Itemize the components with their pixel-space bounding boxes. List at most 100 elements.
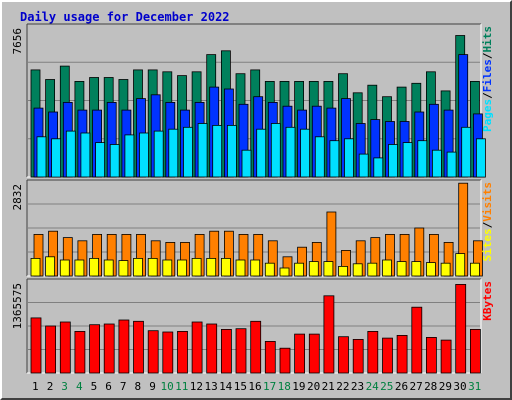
bar-pages-day-12 [197, 123, 208, 178]
x-axis-labels: 1 2 3 4 5 6 7 8 9 10 11 12 13 14 15 16 17 18 19 20 21 22 23 24 2… [32, 380, 481, 393]
bar-kbytes-day-4 [74, 330, 86, 374]
x-tick-label-day-24: 24 [366, 380, 380, 393]
bar-kbytes-day-5 [89, 324, 100, 374]
bar-pages-day-8 [139, 132, 149, 178]
bar-pages-day-21 [329, 140, 340, 178]
bar-kbytes-day-12 [191, 321, 203, 374]
x-tick-label-day-4: 4 [76, 380, 83, 393]
bar-sites-day-24 [367, 262, 378, 277]
bar-sites-day-31 [469, 262, 480, 277]
x-tick-label-day-16: 16 [248, 380, 261, 393]
legend-label-kbytes: KBytes [481, 281, 494, 321]
bar-pages-day-11 [183, 126, 193, 178]
legend-pages-files-hits: Pages/Files/Hits [481, 26, 494, 132]
legend-visits-sites: Sites/Visits [481, 182, 494, 262]
legend-separator: / [481, 92, 494, 99]
x-tick-label-day-14: 14 [219, 380, 233, 393]
bar-sites-day-8 [133, 257, 143, 277]
x-tick-label-day-26: 26 [395, 380, 408, 393]
bar-pages-day-26 [402, 142, 413, 178]
y-max-label: 7656 [11, 28, 24, 55]
legend-separator: / [481, 52, 494, 59]
bar-kbytes-day-18 [279, 347, 291, 374]
bar-kbytes-day-6 [103, 323, 115, 374]
bar-sites-day-12 [191, 257, 202, 277]
bar-pages-day-25 [388, 144, 398, 178]
bar-kbytes-day-25 [382, 337, 393, 374]
bar-kbytes-day-28 [425, 336, 437, 374]
bar-sites-day-7 [118, 260, 129, 277]
bar-sites-day-14 [220, 257, 231, 277]
bar-kbytes-day-2 [45, 325, 56, 374]
bar-pages-day-4 [80, 132, 91, 178]
bar-sites-day-23 [352, 263, 363, 277]
panel-visits-sites: 2832 Sites/Visits [11, 179, 494, 277]
bar-kbytes-day-20 [308, 333, 320, 374]
bar-kbytes-day-27 [411, 306, 423, 374]
x-tick-label-day-28: 28 [424, 380, 437, 393]
legend-label-hits: Hits [481, 26, 494, 53]
legend-separator: / [481, 221, 494, 228]
bar-kbytes-day-19 [294, 333, 306, 374]
bar-sites-day-3 [59, 259, 70, 277]
bar-sites-day-2 [45, 256, 55, 277]
x-tick-label-day-3: 3 [61, 380, 68, 393]
bar-pages-day-6 [109, 144, 120, 178]
bar-sites-day-30 [455, 253, 466, 277]
x-tick-label-day-13: 13 [204, 380, 217, 393]
bar-sites-day-4 [74, 259, 85, 277]
bar-pages-day-20 [314, 136, 325, 178]
bar-sites-day-15 [235, 259, 246, 277]
legend-label-sites: Sites [481, 228, 494, 261]
bar-kbytes-day-26 [396, 334, 408, 374]
bar-sites-day-11 [177, 259, 187, 277]
x-tick-label-day-6: 6 [105, 380, 112, 393]
x-tick-label-day-17: 17 [263, 380, 276, 393]
bar-kbytes-day-3 [59, 321, 71, 374]
bar-kbytes-day-13 [206, 323, 218, 374]
bar-kbytes-day-22 [338, 336, 349, 374]
bar-kbytes-day-23 [352, 338, 364, 374]
legend-label-files: Files [481, 59, 494, 92]
x-tick-label-day-27: 27 [409, 380, 422, 393]
x-tick-label-day-23: 23 [351, 380, 364, 393]
bar-sites-day-22 [338, 265, 348, 277]
bar-kbytes-day-14 [220, 328, 232, 374]
bar-kbytes-day-7 [118, 319, 130, 374]
legend-label-visits: Visits [481, 182, 494, 222]
bar-sites-day-21 [323, 261, 334, 277]
bar-sites-day-19 [294, 262, 305, 277]
x-tick-label-day-1: 1 [32, 380, 39, 393]
chart-title: Daily usage for December 2022 [20, 10, 230, 24]
legend-label-pages: Pages [481, 99, 494, 132]
bar-kbytes-day-9 [147, 330, 159, 374]
bar-pages-day-27 [417, 140, 428, 178]
bar-sites-day-1 [30, 257, 41, 277]
bar-sites-day-16 [250, 259, 261, 277]
bar-pages-day-19 [300, 128, 311, 178]
bar-pages-day-14 [226, 125, 237, 178]
x-tick-label-day-12: 12 [190, 380, 203, 393]
bar-pages-day-30 [461, 126, 472, 178]
bar-pages-day-29 [446, 151, 457, 178]
x-tick-label-day-7: 7 [120, 380, 127, 393]
bar-sites-day-25 [382, 259, 392, 277]
bar-kbytes-day-1 [30, 317, 42, 374]
bar-kbytes-day-10 [162, 331, 174, 374]
x-tick-label-day-11: 11 [175, 380, 188, 393]
bar-sites-day-5 [89, 257, 99, 277]
bar-pages-day-2 [51, 138, 61, 178]
y-max-label: 2832 [11, 184, 24, 211]
x-tick-label-day-21: 21 [322, 380, 335, 393]
x-tick-label-day-29: 29 [439, 380, 452, 393]
bar-pages-day-28 [431, 149, 442, 178]
x-tick-label-day-9: 9 [149, 380, 156, 393]
y-max-label: 1365575 [11, 283, 24, 329]
bar-sites-day-27 [411, 261, 422, 277]
bar-kbytes-day-16 [250, 320, 262, 374]
bar-pages-day-10 [168, 128, 179, 178]
x-tick-label-day-19: 19 [292, 380, 305, 393]
bar-sites-day-10 [162, 259, 173, 277]
